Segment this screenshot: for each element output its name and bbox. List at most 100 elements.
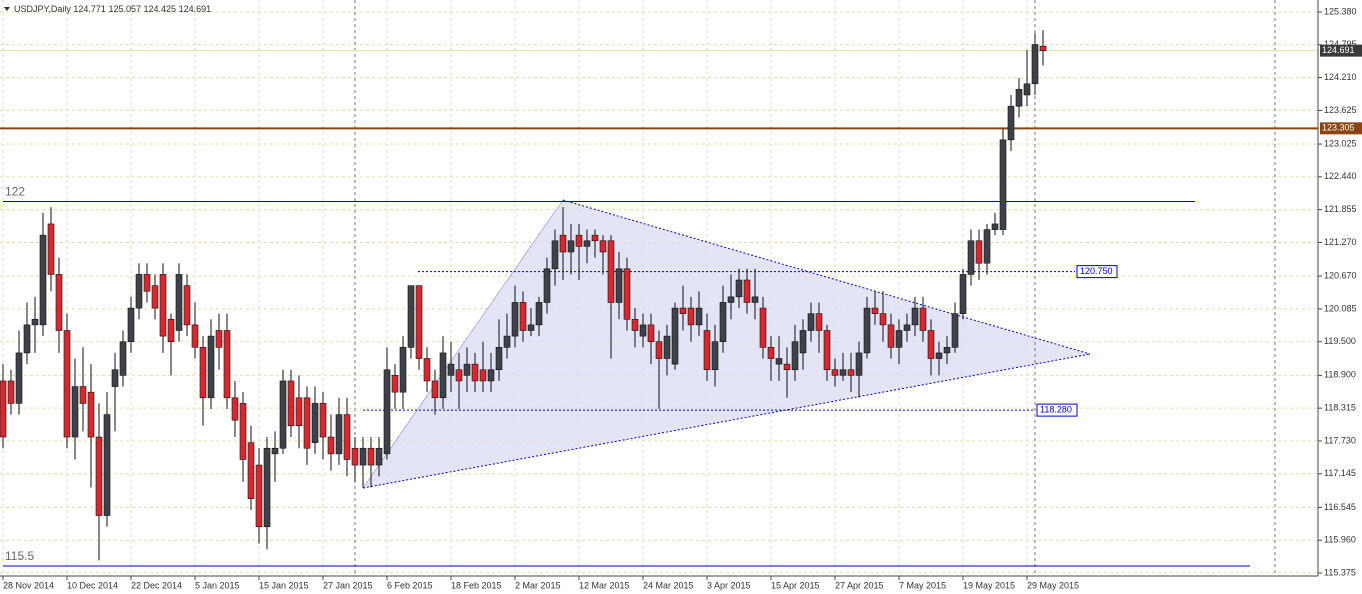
x-tick-label: 12 Mar 2015 bbox=[579, 580, 630, 590]
candle-body bbox=[95, 436, 103, 516]
candle-body bbox=[767, 347, 775, 359]
candle-body bbox=[487, 369, 495, 382]
y-tick-label: 124.795 bbox=[1324, 39, 1357, 49]
x-tick-label: 2 Mar 2015 bbox=[515, 580, 561, 590]
x-tick-label: 3 Apr 2015 bbox=[707, 580, 751, 590]
y-tick-label: 122.440 bbox=[1324, 171, 1357, 181]
high-value: 125.057 bbox=[108, 4, 141, 14]
candle-body bbox=[751, 296, 759, 303]
candle-body bbox=[711, 341, 719, 371]
candle-body bbox=[799, 330, 807, 354]
y-tick-label: 120.670 bbox=[1324, 270, 1357, 280]
x-tick-label: 24 Mar 2015 bbox=[643, 580, 694, 590]
candle-body bbox=[215, 330, 223, 348]
candle-body bbox=[423, 358, 431, 382]
x-tick-label: 19 May 2015 bbox=[963, 580, 1015, 590]
candle-body bbox=[551, 240, 559, 270]
candle-body bbox=[1039, 45, 1047, 51]
candle-body bbox=[663, 335, 671, 359]
candle-body bbox=[687, 307, 695, 326]
y-tick-label: 117.145 bbox=[1324, 468, 1356, 478]
close-value: 124.691 bbox=[179, 4, 212, 14]
x-tick-label: 15 Apr 2015 bbox=[771, 580, 820, 590]
candle-body bbox=[375, 447, 383, 466]
candle-body bbox=[943, 347, 951, 354]
triangle-edge bbox=[562, 199, 1091, 355]
candle-body bbox=[247, 442, 255, 500]
candle-body bbox=[175, 274, 183, 331]
candle-body bbox=[223, 330, 231, 399]
candle-body bbox=[479, 369, 487, 382]
candle-body bbox=[447, 363, 455, 376]
candle-body bbox=[967, 240, 975, 275]
candle-body bbox=[831, 369, 839, 376]
candle-body bbox=[855, 352, 863, 376]
x-tick-label: 7 May 2015 bbox=[899, 580, 946, 590]
candle-body bbox=[167, 318, 175, 343]
candle-body bbox=[351, 447, 359, 466]
candle-body bbox=[583, 240, 591, 247]
candle-body bbox=[39, 234, 47, 326]
level-box-label: 118.280 bbox=[1040, 404, 1072, 414]
y-tick-label: 115.375 bbox=[1324, 567, 1356, 577]
candle-body bbox=[1031, 44, 1039, 85]
candle-body bbox=[71, 386, 79, 438]
candle-body bbox=[279, 380, 287, 449]
low-value: 124.425 bbox=[144, 4, 177, 14]
candle-body bbox=[759, 307, 767, 348]
candle-body bbox=[927, 330, 935, 359]
candle-body bbox=[679, 307, 687, 314]
candle-body bbox=[807, 313, 815, 331]
candle-body bbox=[143, 274, 151, 292]
candle-body bbox=[231, 397, 239, 421]
candle-body bbox=[895, 330, 903, 348]
candle-body bbox=[527, 324, 535, 331]
candle-body bbox=[879, 313, 887, 326]
candle-body bbox=[471, 363, 479, 382]
candle-body bbox=[511, 302, 519, 337]
level-label: 122 bbox=[5, 185, 25, 199]
candle-body bbox=[383, 369, 391, 455]
candle-body bbox=[727, 296, 735, 303]
candle-body bbox=[623, 268, 631, 320]
price-tag-label: 123.305 bbox=[1322, 123, 1355, 133]
candle-body bbox=[7, 380, 15, 404]
x-tick-label: 27 Jan 2015 bbox=[323, 580, 373, 590]
candle-body bbox=[239, 403, 247, 460]
candle-body bbox=[735, 279, 743, 298]
candle-body bbox=[671, 307, 679, 365]
candle-body bbox=[463, 363, 471, 376]
level-box-label: 120.750 bbox=[1080, 266, 1113, 276]
candle-body bbox=[535, 302, 543, 326]
x-tick-label: 22 Dec 2014 bbox=[131, 580, 182, 590]
triangle-edge bbox=[362, 353, 1091, 489]
candle-body bbox=[783, 363, 791, 371]
candle-body bbox=[439, 352, 447, 399]
candle-body bbox=[159, 274, 167, 337]
candle-body bbox=[343, 414, 351, 460]
menu-arrow[interactable] bbox=[4, 7, 10, 11]
candle-body bbox=[119, 341, 127, 376]
level-label: 115.5 bbox=[5, 549, 34, 563]
candle-body bbox=[775, 358, 783, 365]
candle-body bbox=[271, 447, 279, 455]
candle-body bbox=[191, 324, 199, 348]
candle-body bbox=[111, 369, 119, 387]
y-tick-label: 115.960 bbox=[1324, 535, 1356, 545]
candle-body bbox=[63, 330, 71, 438]
y-tick-label: 120.085 bbox=[1324, 303, 1357, 313]
candle-body bbox=[455, 369, 463, 382]
x-tick-label: 27 Apr 2015 bbox=[835, 580, 884, 590]
x-tick-label: 6 Feb 2015 bbox=[387, 580, 433, 590]
candle-body bbox=[287, 380, 295, 427]
candle-body bbox=[887, 324, 895, 348]
x-tick-label: 5 Jan 2015 bbox=[195, 580, 240, 590]
candle-body bbox=[615, 268, 623, 303]
y-tick-label: 125.380 bbox=[1324, 6, 1357, 16]
candle-body bbox=[703, 330, 711, 371]
candle-body bbox=[519, 302, 527, 331]
candle-body bbox=[391, 375, 399, 393]
candle-body bbox=[263, 447, 271, 528]
chart-header: USDJPY,Daily 124.771 125.057 124.425 124… bbox=[14, 4, 211, 14]
candle-body bbox=[15, 352, 23, 404]
